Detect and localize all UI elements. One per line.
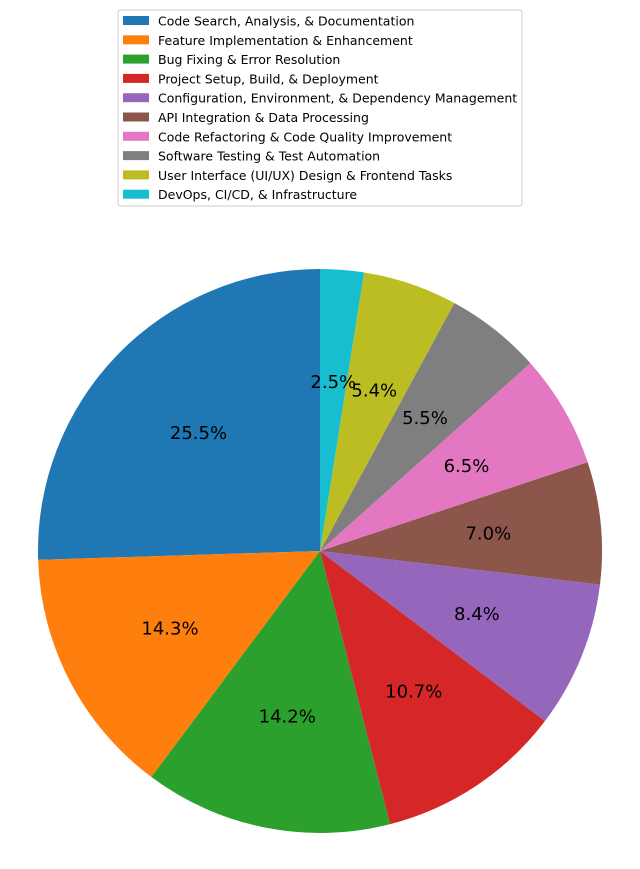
slice-label-bug-fixing-error-resolution: 14.2% — [259, 707, 316, 728]
legend-label-user-interface-ui-ux-design-frontend-tasks: User Interface (UI/UX) Design & Frontend… — [158, 168, 452, 183]
legend-label-software-testing-test-automation: Software Testing & Test Automation — [158, 149, 380, 164]
slice-label-code-refactoring-code-quality-improvement: 6.5% — [444, 456, 490, 477]
legend-frame — [117, 9, 523, 207]
legend-swatch-bug-fixing-error-resolution — [123, 54, 149, 64]
pie-slice-project-setup-build-deployment — [320, 551, 545, 825]
pie-slice-configuration-environment-dependency-management — [320, 551, 600, 722]
slice-label-user-interface-ui-ux-design-frontend-tasks: 5.4% — [351, 380, 397, 401]
pie-slices — [38, 269, 602, 833]
pie-slice-code-search-analysis-documentation — [38, 269, 320, 560]
slice-label-configuration-environment-dependency-management: 8.4% — [454, 604, 500, 625]
slice-label-devops-ci-cd-infrastructure: 2.5% — [310, 372, 356, 393]
legend-swatch-code-search-analysis-documentation — [123, 16, 149, 25]
legend-swatch-configuration-environment-dependency-management — [123, 93, 149, 103]
legend-label-api-integration-data-processing: API Integration & Data Processing — [158, 110, 369, 125]
legend-label-configuration-environment-dependency-management: Configuration, Environment, & Dependency… — [158, 91, 517, 106]
legend-swatch-project-setup-build-deployment — [123, 73, 149, 83]
legend-label-code-search-analysis-documentation: Code Search, Analysis, & Documentation — [158, 14, 414, 29]
pie-slice-feature-implementation-enhancement — [38, 551, 320, 778]
pie-slice-devops-ci-cd-infrastructure — [320, 269, 365, 551]
slice-label-code-search-analysis-documentation: 25.5% — [170, 423, 227, 444]
slice-label-api-integration-data-processing: 7.0% — [465, 524, 511, 545]
legend-label-feature-implementation-enhancement: Feature Implementation & Enhancement — [158, 33, 413, 48]
legend-swatch-api-integration-data-processing — [123, 112, 149, 122]
pie-slice-api-integration-data-processing — [320, 462, 602, 585]
legend: Code Search, Analysis, & Documentation Fe… — [117, 9, 523, 207]
pie-slice-code-refactoring-code-quality-improvement — [320, 363, 588, 551]
legend-label-bug-fixing-error-resolution: Bug Fixing & Error Resolution — [158, 52, 340, 67]
slice-label-project-setup-build-deployment: 10.7% — [385, 681, 442, 702]
legend-swatch-feature-implementation-enhancement — [123, 35, 149, 45]
legend-swatch-user-interface-ui-ux-design-frontend-tasks — [123, 170, 149, 180]
legend-label-project-setup-build-deployment: Project Setup, Build, & Deployment — [158, 71, 379, 86]
legend-label-code-refactoring-code-quality-improvement: Code Refactoring & Code Quality Improvem… — [158, 129, 452, 144]
legend-swatch-software-testing-test-automation — [123, 151, 149, 161]
pie-slice-user-interface-ui-ux-design-frontend-tasks — [320, 272, 455, 551]
legend-swatch-devops-ci-cd-infrastructure — [123, 189, 149, 199]
legend-label-devops-ci-cd-infrastructure: DevOps, CI/CD, & Infrastructure — [158, 187, 357, 202]
slice-label-feature-implementation-enhancement: 14.3% — [141, 619, 198, 640]
pie-slice-software-testing-test-automation — [320, 303, 531, 551]
pie-slice-bug-fixing-error-resolution — [151, 551, 391, 833]
slice-label-software-testing-test-automation: 5.5% — [402, 408, 448, 429]
slice-labels: 25.5% 14.3% 14.2% 10.7% 8.4% 7.0% 6.5% 5.5%5.4%… — [141, 372, 511, 728]
legend-swatch-code-refactoring-code-quality-improvement — [123, 131, 149, 141]
